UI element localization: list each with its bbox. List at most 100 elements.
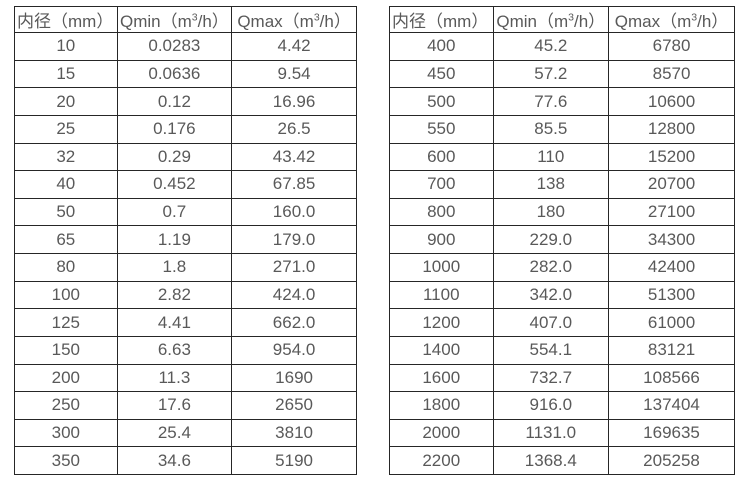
spec-row: 900 229.0 34300 (389, 225, 735, 254)
cell-qmin: 2.82 (116, 280, 233, 310)
cell-diameter: 65 (14, 225, 118, 254)
cell-qmax: 42400 (608, 253, 735, 282)
cell-diameter: 125 (14, 308, 118, 337)
spec-row: 700 138 20700 (389, 170, 735, 199)
cell-qmin: 0.0636 (116, 59, 233, 89)
header-qmax-unit-suffix: /h） (697, 12, 729, 31)
header-qmin-unit-suffix: /h） (197, 12, 229, 31)
cell-qmax: 3810 (231, 418, 357, 448)
cell-diameter: 450 (389, 59, 494, 89)
cell-qmax: 16.96 (231, 87, 357, 116)
header-qmax-superscript: 3 (691, 11, 698, 24)
cell-diameter: 150 (14, 335, 118, 365)
header-qmin-unit-suffix: /h） (574, 12, 606, 31)
cell-diameter: 1200 (389, 308, 494, 337)
cell-qmax: 67.85 (231, 170, 357, 199)
cell-qmax: 8570 (608, 59, 735, 89)
cell-qmax: 954.0 (231, 335, 357, 365)
cell-diameter: 1100 (389, 280, 494, 310)
cell-diameter: 900 (389, 225, 494, 254)
spec-row: 25 0.176 26.5 (14, 114, 357, 144)
spec-table-right: 内径（mm） Qmin（m3/h） Qmax（m3/h） 400 45.2 6780… (389, 6, 735, 475)
cell-qmin: 85.5 (492, 114, 610, 144)
spec-row: 2200 1368.4 205258 (389, 446, 735, 475)
cell-qmax: 179.0 (231, 225, 357, 254)
spec-row: 20 0.12 16.96 (14, 87, 357, 116)
cell-qmin: 342.0 (492, 280, 610, 310)
cell-diameter: 1400 (389, 335, 494, 365)
cell-diameter: 10 (14, 32, 118, 61)
cell-qmax: 137404 (608, 391, 735, 420)
header-qmin-label: Qmin（m (119, 12, 192, 31)
cell-qmax: 108566 (608, 363, 735, 393)
spec-table-left: 内径（mm） Qmin（m3/h） Qmax（m3/h） 10 0.0283 4.4… (14, 6, 357, 475)
spec-row: 125 4.41 662.0 (14, 308, 357, 337)
header-diameter: 内径（mm） (14, 6, 118, 33)
header-qmin-superscript: 3 (568, 11, 574, 24)
cell-qmin: 11.3 (116, 363, 233, 393)
cell-diameter: 2200 (389, 446, 494, 475)
cell-qmax: 10600 (608, 87, 735, 116)
cell-qmin: 77.6 (492, 87, 610, 116)
spec-row: 65 1.19 179.0 (14, 225, 357, 254)
cell-qmin: 1.19 (116, 225, 233, 254)
table-header: 内径（mm） Qmin（m3/h） Qmax（m3/h） (14, 6, 357, 33)
cell-qmax: 34300 (608, 225, 735, 254)
header-qmax-superscript: 3 (313, 11, 320, 24)
cell-diameter: 250 (14, 391, 118, 420)
table-header: 内径（mm） Qmin（m3/h） Qmax（m3/h） (389, 6, 735, 33)
spec-row: 300 25.4 3810 (14, 418, 357, 448)
cell-qmax: 20700 (608, 170, 735, 199)
spec-row: 1800 916.0 137404 (389, 391, 735, 420)
cell-qmax: 271.0 (231, 253, 357, 282)
cell-qmin: 229.0 (492, 225, 610, 254)
cell-qmin: 0.12 (116, 87, 233, 116)
header-diameter-label: 内径（mm） (17, 12, 114, 31)
header-qmin: Qmin（m3/h） (116, 6, 233, 33)
header-qmax-label: Qmax（m (237, 12, 314, 31)
cell-diameter: 600 (389, 142, 494, 172)
spec-row: 150 6.63 954.0 (14, 335, 357, 365)
cell-diameter: 550 (389, 114, 494, 144)
cell-diameter: 1800 (389, 391, 494, 420)
cell-qmax: 2650 (231, 391, 357, 420)
cell-diameter: 800 (389, 197, 494, 227)
spec-row: 2000 1131.0 169635 (389, 418, 735, 448)
header-diameter-label: 内径（mm） (392, 12, 489, 31)
cell-qmin: 0.0283 (116, 32, 233, 61)
spec-row: 10 0.0283 4.42 (14, 32, 357, 61)
spec-row: 1100 342.0 51300 (389, 280, 735, 310)
cell-diameter: 20 (14, 87, 118, 116)
cell-qmax: 160.0 (231, 197, 357, 227)
cell-qmin: 0.176 (116, 114, 233, 144)
header-diameter: 内径（mm） (389, 6, 494, 33)
cell-qmin: 34.6 (116, 446, 233, 475)
cell-diameter: 100 (14, 280, 118, 310)
cell-qmax: 27100 (608, 197, 735, 227)
cell-qmin: 1368.4 (492, 446, 610, 475)
cell-qmin: 138 (492, 170, 610, 199)
cell-diameter: 15 (14, 59, 118, 89)
cell-qmax: 43.42 (231, 142, 357, 172)
cell-diameter: 400 (389, 32, 494, 61)
cell-diameter: 50 (14, 197, 118, 227)
cell-qmin: 0.29 (116, 142, 233, 172)
cell-qmin: 180 (492, 197, 610, 227)
header-row: 内径（mm） Qmin（m3/h） Qmax（m3/h） (389, 6, 735, 33)
spec-row: 100 2.82 424.0 (14, 280, 357, 310)
spec-row: 400 45.2 6780 (389, 32, 735, 61)
cell-qmax: 5190 (231, 446, 357, 475)
cell-diameter: 300 (14, 418, 118, 448)
cell-diameter: 350 (14, 446, 118, 475)
spec-row: 350 34.6 5190 (14, 446, 357, 475)
cell-qmax: 83121 (608, 335, 735, 365)
cell-qmin: 17.6 (116, 391, 233, 420)
cell-diameter: 80 (14, 253, 118, 282)
cell-qmax: 662.0 (231, 308, 357, 337)
spec-row: 1000 282.0 42400 (389, 253, 735, 282)
table-body: 10 0.0283 4.42 15 0.0636 9.54 20 0.12 16.96 25 0.1… (14, 32, 357, 475)
cell-qmin: 57.2 (492, 59, 610, 89)
cell-qmin: 0.7 (116, 197, 233, 227)
cell-qmin: 0.452 (116, 170, 233, 199)
cell-diameter: 1600 (389, 363, 494, 393)
